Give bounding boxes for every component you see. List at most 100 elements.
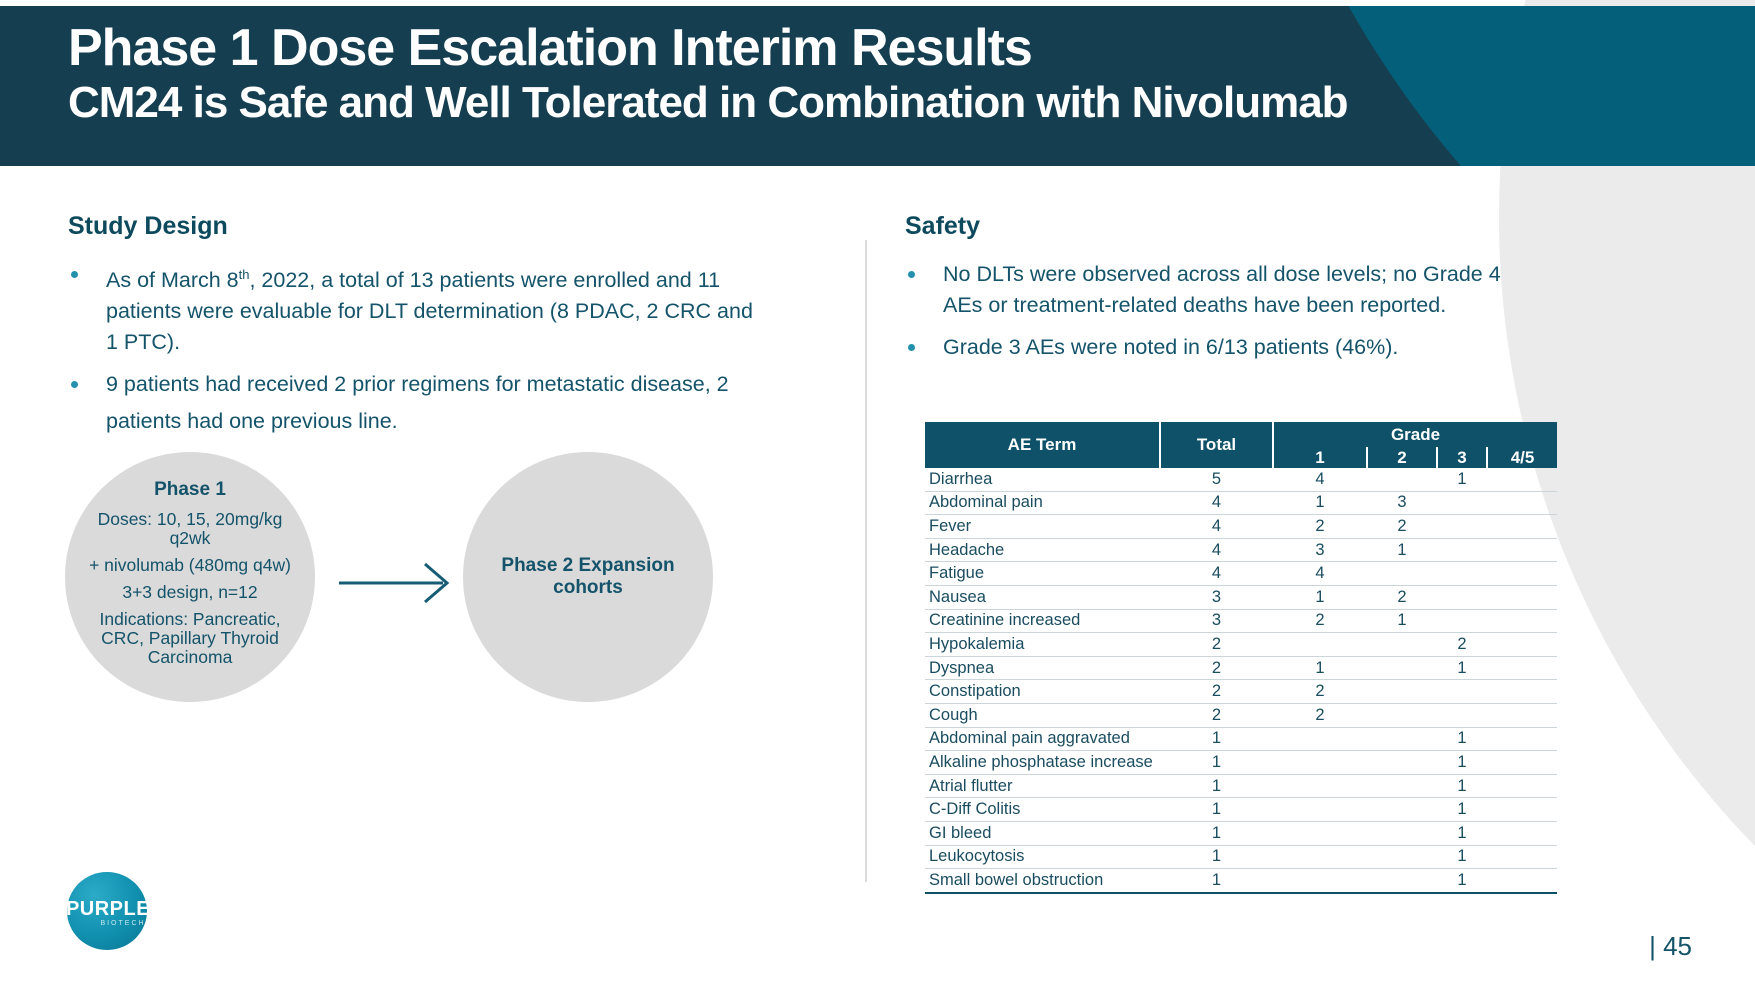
header-total: Total — [1160, 422, 1274, 468]
cell-total: 2 — [1160, 679, 1273, 704]
cell-term: Fever — [925, 514, 1160, 539]
purple-biotech-logo: PURPLE BIOTECH — [66, 872, 150, 952]
cell-g2 — [1367, 679, 1437, 704]
cell-g2 — [1367, 774, 1437, 799]
cell-g45 — [1487, 868, 1558, 894]
cell-g3: 1 — [1437, 868, 1487, 894]
safety-heading: Safety — [905, 212, 981, 240]
phase2-circle: Phase 2 Expansion cohorts — [463, 452, 713, 702]
logo-brand-text: PURPLE — [65, 898, 151, 920]
page-title: Phase 1 Dose Escalation Interim Results — [68, 19, 1033, 77]
cell-total: 1 — [1160, 750, 1273, 775]
phase1-line: + nivolumab (480mg q4w) — [89, 555, 291, 575]
cell-term: Fatigue — [925, 561, 1160, 586]
cell-term: Hypokalemia — [925, 632, 1160, 657]
cell-g1: 4 — [1273, 468, 1367, 492]
bullet-dot-icon — [908, 271, 915, 278]
cell-total: 4 — [1160, 538, 1273, 563]
bullet-dot-icon — [908, 344, 915, 351]
cell-g3 — [1437, 538, 1487, 563]
phase-diagram: Phase 1 Doses: 10, 15, 20mg/kg q2wk + ni… — [65, 452, 795, 712]
cell-g1 — [1273, 821, 1367, 846]
table-row: Cough 2 2 — [925, 703, 1558, 728]
slide-header: Phase 1 Dose Escalation Interim Results … — [0, 6, 1755, 166]
cell-total: 1 — [1160, 727, 1273, 752]
cell-g3 — [1437, 491, 1487, 516]
cell-g45 — [1487, 632, 1558, 657]
cell-g2 — [1367, 561, 1437, 586]
cell-total: 1 — [1160, 821, 1273, 846]
cell-total: 1 — [1160, 797, 1273, 822]
cell-g45 — [1487, 774, 1558, 799]
cell-g3: 1 — [1437, 797, 1487, 822]
cell-g2: 3 — [1367, 491, 1437, 516]
cell-term: Abdominal pain — [925, 491, 1160, 516]
phase2-title: Phase 2 Expansion cohorts — [501, 555, 675, 598]
header-grade-45: 4/5 — [1487, 447, 1558, 468]
cell-g45 — [1487, 585, 1558, 610]
cell-g1: 1 — [1273, 491, 1367, 516]
safety-section: Safety No DLTs were observed across all … — [905, 212, 1605, 894]
table-row: Fever 4 2 2 — [925, 514, 1558, 539]
cell-g1 — [1273, 727, 1367, 752]
cell-term: Creatinine increased — [925, 609, 1160, 634]
cell-g3 — [1437, 609, 1487, 634]
cell-total: 3 — [1160, 585, 1273, 610]
phase1-line: 3+3 design, n=12 — [122, 582, 258, 602]
cell-g2 — [1367, 845, 1437, 870]
cell-g3: 1 — [1437, 468, 1487, 492]
cell-g45 — [1487, 514, 1558, 539]
cell-g3 — [1437, 585, 1487, 610]
logo-sub-text: BIOTECH — [100, 920, 146, 927]
bullet-text: No DLTs were observed across all dose le… — [943, 262, 1501, 317]
cell-g45 — [1487, 468, 1558, 492]
header-ae-term: AE Term — [925, 422, 1161, 468]
cell-term: Alkaline phosphatase increase — [925, 750, 1160, 775]
cell-g3 — [1437, 561, 1487, 586]
study-bullet-1: As of March 8th, 2022, a total of 13 pat… — [68, 259, 768, 358]
cell-total: 5 — [1160, 468, 1273, 492]
bullet-dot-icon — [71, 271, 78, 278]
cell-g3: 1 — [1437, 727, 1487, 752]
bullet-text: Grade 3 AEs were noted in 6/13 patients … — [943, 335, 1399, 359]
study-design-section: Study Design As of March 8th, 2022, a to… — [65, 212, 768, 702]
table-row: Abdominal pain 4 1 3 — [925, 491, 1558, 516]
page-subtitle: CM24 is Safe and Well Tolerated in Combi… — [68, 78, 1349, 127]
cell-total: 1 — [1160, 868, 1273, 894]
cell-term: Leukocytosis — [925, 845, 1160, 870]
cell-g45 — [1487, 656, 1558, 681]
table-row: Atrial flutter 1 1 — [925, 774, 1558, 799]
cell-total: 2 — [1160, 656, 1273, 681]
superscript: th — [238, 267, 250, 282]
cell-g3: 2 — [1437, 632, 1487, 657]
bullet-dot-icon — [71, 381, 78, 389]
cell-g2: 1 — [1367, 609, 1437, 634]
cell-g45 — [1487, 797, 1558, 822]
cell-term: Abdominal pain aggravated — [925, 727, 1160, 752]
cell-g2 — [1367, 468, 1437, 492]
cell-term: Cough — [925, 703, 1160, 728]
table-row: Hypokalemia 2 2 — [925, 632, 1558, 657]
cell-g1: 1 — [1273, 585, 1367, 610]
study-bullet-2: 9 patients had received 2 prior regimens… — [68, 369, 768, 437]
table-row: Dyspnea 2 1 1 — [925, 656, 1558, 681]
cell-g3: 1 — [1437, 845, 1487, 870]
column-divider — [865, 240, 867, 882]
bullet-text: , 2022, a total of 13 patients were enro… — [106, 268, 753, 355]
table-row: Diarrhea 5 4 1 — [925, 468, 1558, 492]
cell-g3: 1 — [1437, 750, 1487, 775]
ae-table: AE Term Total Grade 1 2 3 4/5 Diarrhea 5 4… — [925, 422, 1558, 894]
cell-g3: 1 — [1437, 774, 1487, 799]
study-design-bullets: As of March 8th, 2022, a total of 13 pat… — [68, 259, 768, 437]
header-grade-2: 2 — [1367, 447, 1438, 468]
table-row: Nausea 3 1 2 — [925, 585, 1558, 610]
cell-g45 — [1487, 491, 1558, 516]
phase1-line: Doses: 10, 15, 20mg/kg q2wk — [97, 509, 283, 548]
cell-g2: 1 — [1367, 538, 1437, 563]
cell-g2 — [1367, 750, 1437, 775]
ae-table-body: Diarrhea 5 4 1 Abdominal pain 4 1 3 Fever 4 2 2 Head… — [925, 468, 1558, 894]
cell-g2 — [1367, 632, 1437, 657]
cell-g2 — [1367, 821, 1437, 846]
cell-g45 — [1487, 750, 1558, 775]
